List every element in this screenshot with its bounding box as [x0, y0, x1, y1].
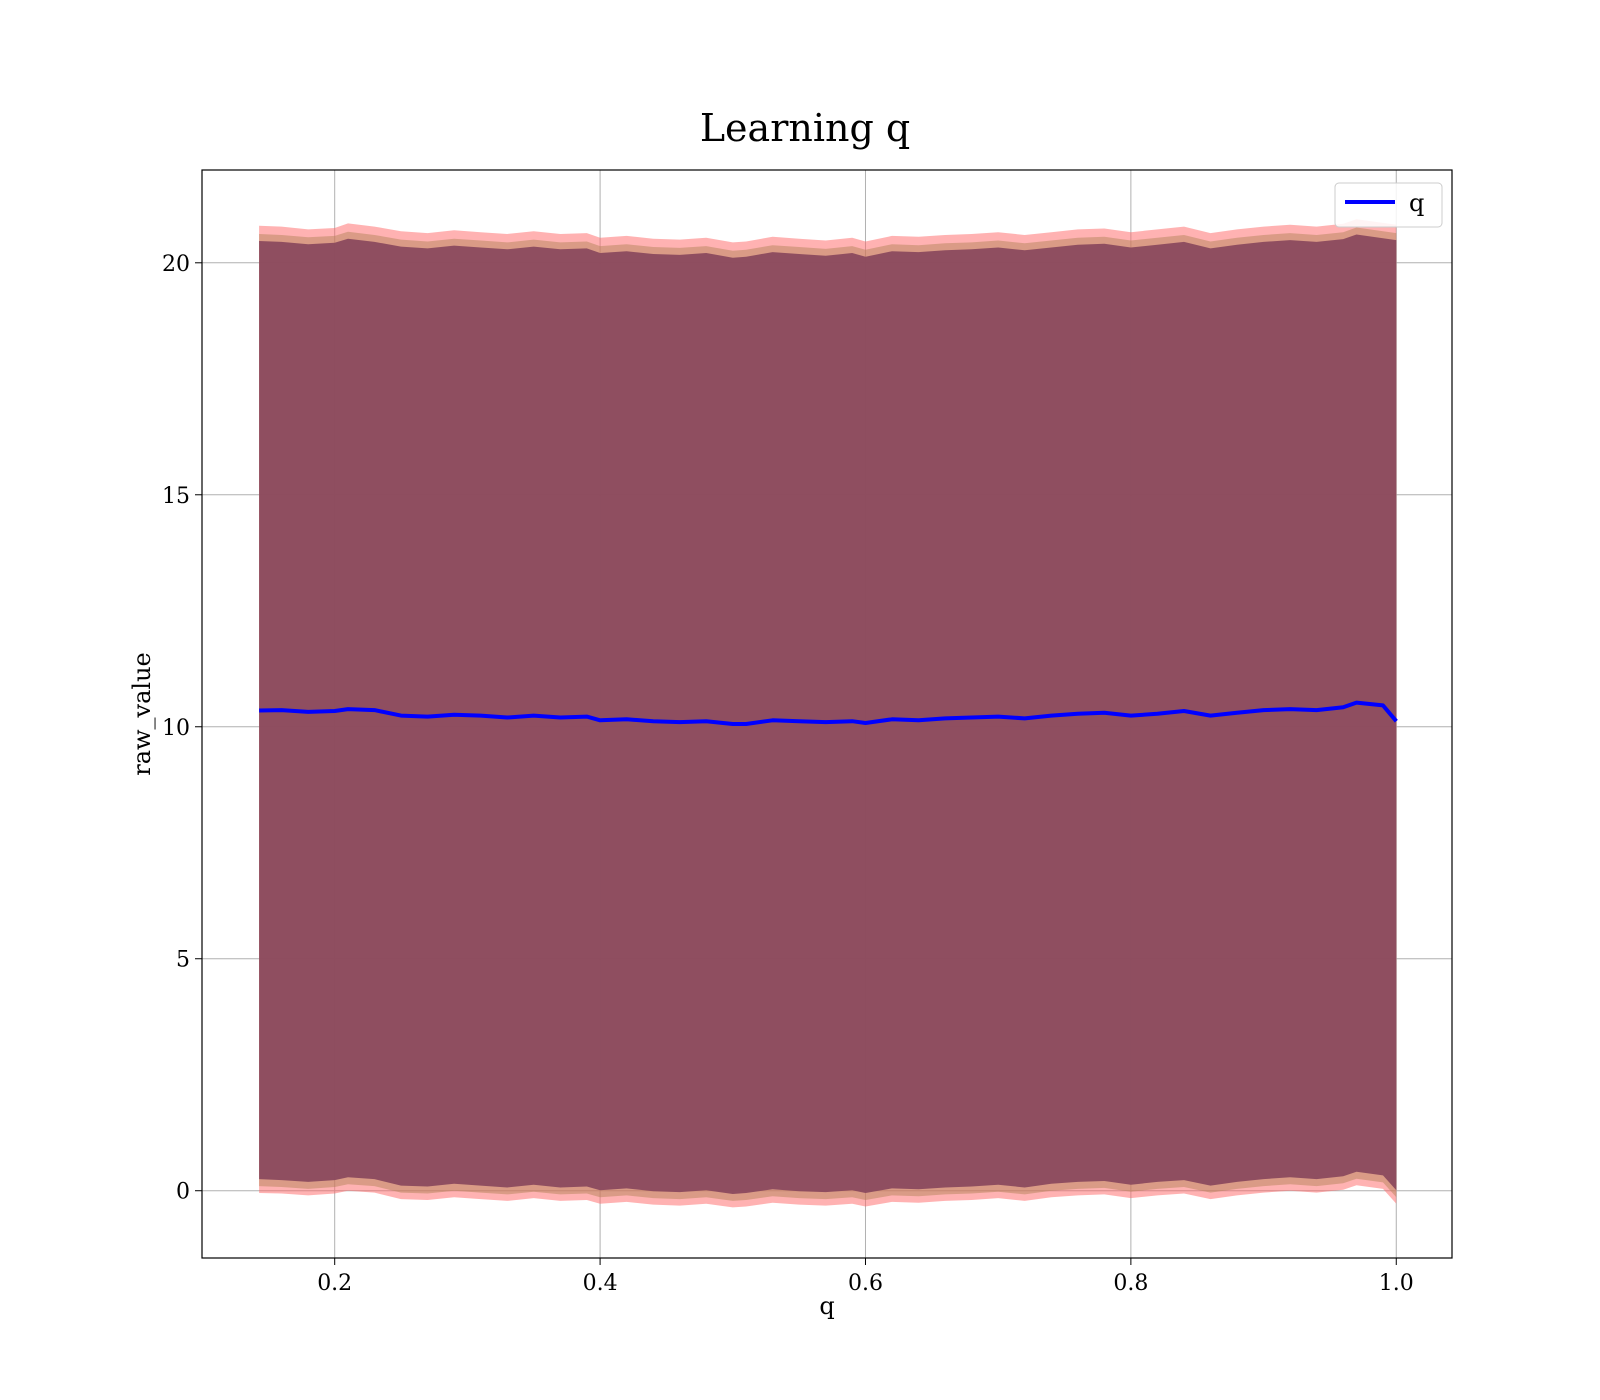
- series-line-q: [259, 700, 1398, 726]
- plot-frame: [201, 169, 1453, 1259]
- series-lines: [259, 700, 1398, 726]
- y-tick-label: 5: [176, 948, 190, 973]
- y-tick-label: 0: [176, 1180, 190, 1205]
- x-tick-label: 0.4: [583, 1271, 618, 1296]
- x-axis: 0.2 0.4 0.6 0.8 1.0: [317, 1258, 1414, 1296]
- x-tick-label: 0.2: [317, 1271, 352, 1296]
- confidence-bands: [259, 219, 1397, 1208]
- x-tick-label: 0.8: [1113, 1271, 1148, 1296]
- confidence-band-2: [259, 234, 1397, 1194]
- y-tick-label: 20: [162, 252, 190, 277]
- y-axis-label: raw_value: [128, 652, 156, 776]
- y-tick-label: 15: [162, 484, 190, 509]
- chart-title: Learning q: [700, 106, 910, 150]
- y-axis: 0 5 10 15 20: [162, 252, 202, 1205]
- x-tick-label: 1.0: [1379, 1271, 1414, 1296]
- legend-label-q: q: [1409, 189, 1424, 217]
- legend-box: [1334, 182, 1443, 228]
- y-tick-label: 10: [162, 716, 190, 741]
- x-axis-label: q: [819, 1292, 834, 1320]
- legend: q: [1334, 182, 1443, 228]
- x-tick-label: 0.6: [848, 1271, 883, 1296]
